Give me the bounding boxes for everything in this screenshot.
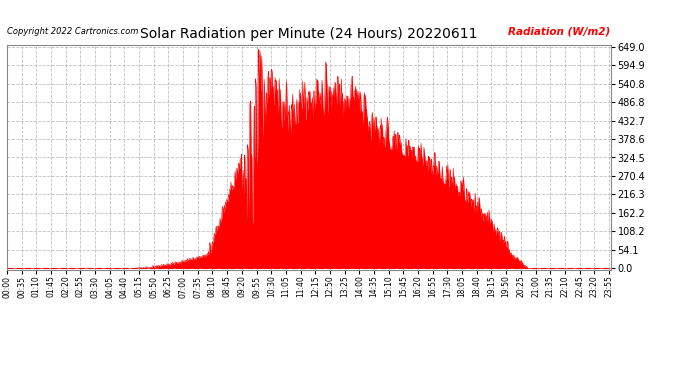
Text: Radiation (W/m2): Radiation (W/m2) [509,26,611,36]
Title: Solar Radiation per Minute (24 Hours) 20220611: Solar Radiation per Minute (24 Hours) 20… [140,27,477,41]
Text: Copyright 2022 Cartronics.com: Copyright 2022 Cartronics.com [7,27,138,36]
